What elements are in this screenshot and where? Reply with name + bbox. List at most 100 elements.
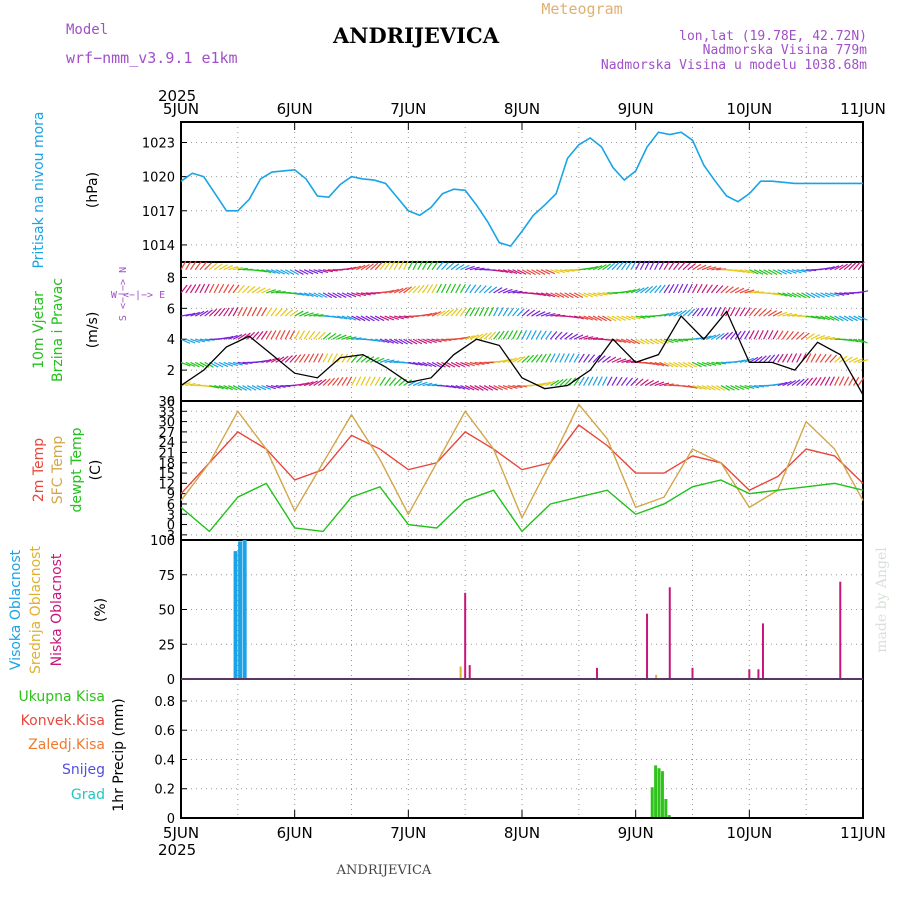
wind-arrow xyxy=(597,315,607,322)
wind-arrow xyxy=(322,332,332,340)
wind-arrow xyxy=(431,338,442,343)
wind-arrow xyxy=(706,361,717,366)
wind-arrow xyxy=(659,382,670,387)
wind-arrow xyxy=(474,361,485,365)
wind-arrow xyxy=(275,330,281,340)
wind-arrow xyxy=(592,264,603,271)
wind-arrow xyxy=(682,361,693,368)
wind-arrow xyxy=(180,260,187,271)
temp-unit: (C) xyxy=(88,460,104,481)
wind-arrow xyxy=(498,287,508,294)
wind-arrow xyxy=(687,263,697,271)
wind-arrow xyxy=(460,385,470,391)
cloud-ylabel-3: Niska Oblacnost xyxy=(49,553,65,666)
wind-arrow xyxy=(185,312,196,317)
wind-arrow xyxy=(341,315,352,321)
wind-arrow xyxy=(256,287,266,294)
pressure-ylabel: Pritisak na nivou mora xyxy=(31,111,47,268)
wind-arrow xyxy=(242,385,252,391)
wind-arrow xyxy=(483,385,494,391)
wind-arrow xyxy=(701,265,712,271)
wind-arrow xyxy=(777,269,787,275)
y-tick-label: 27 xyxy=(158,426,175,441)
wind-arrow xyxy=(303,292,314,297)
wind-arrow xyxy=(337,315,348,320)
temp-ylabel-3: dewpt Temp xyxy=(69,427,85,512)
wind-arrow xyxy=(346,376,353,386)
wind-arrow xyxy=(270,307,278,317)
wind-arrow xyxy=(588,337,599,340)
wind-arrow xyxy=(474,284,482,294)
wind-arrow xyxy=(445,262,455,271)
lonlat-label: lon,lat (19.78E, 42.72N) xyxy=(679,29,867,44)
wind-arrow xyxy=(190,338,201,343)
cloud-bar xyxy=(596,667,599,678)
wind-arrow xyxy=(592,354,601,363)
wind-arrow xyxy=(810,377,818,386)
wind-arrow xyxy=(251,331,260,340)
wind-arrow xyxy=(284,269,295,276)
wind-arrow xyxy=(261,384,272,390)
wind-arrow xyxy=(427,311,437,317)
wind-arrow xyxy=(232,307,239,317)
wind-arrow xyxy=(825,336,836,340)
wind-arrow xyxy=(606,315,617,322)
wind-arrow xyxy=(346,266,357,271)
wind-arrow xyxy=(710,306,717,317)
wind-arrow xyxy=(687,283,693,294)
wind-arrow xyxy=(498,269,509,274)
wind-arrow xyxy=(261,269,272,274)
wind-arrow xyxy=(512,384,523,389)
wind-arrow xyxy=(493,269,504,273)
wind-arrow xyxy=(725,385,735,391)
wind-arrow xyxy=(441,309,450,317)
wind-arrow xyxy=(346,315,357,321)
y-tick-label: 24 xyxy=(158,436,175,451)
wind-arrow xyxy=(195,338,206,343)
wind-arrow xyxy=(772,330,779,340)
wind-arrow xyxy=(441,262,449,271)
wind-speed-line xyxy=(180,310,864,396)
wind-arrow xyxy=(445,361,456,368)
wind-arrow xyxy=(313,353,319,363)
wind-arrow xyxy=(535,330,542,340)
altitude-label: Nadmorska Visina 779m xyxy=(703,43,868,58)
wind-arrow xyxy=(459,283,466,294)
wind-arrow xyxy=(488,286,498,294)
wind-arrow xyxy=(374,376,381,386)
wind-arrow xyxy=(516,330,523,340)
wind-arrow xyxy=(294,292,305,296)
y-tick-label: 0.8 xyxy=(154,695,175,710)
wind-arrow xyxy=(384,359,395,363)
wind-arrow xyxy=(858,338,868,344)
wind-arrow xyxy=(578,335,589,340)
wind-arrow xyxy=(535,311,546,317)
wind-arrow xyxy=(805,292,816,299)
wind-arrow xyxy=(341,353,349,363)
wind-arrow xyxy=(365,315,375,322)
wind-arrow xyxy=(521,355,530,363)
wind-arrow xyxy=(578,292,589,298)
wind-arrow xyxy=(213,263,223,271)
wind-arrow xyxy=(545,330,553,340)
y-tick-label: 1020 xyxy=(142,171,175,186)
wind-arrow xyxy=(341,376,348,386)
wind-arrow xyxy=(507,357,518,363)
wind-arrow xyxy=(606,262,616,271)
wind-arrow xyxy=(815,292,825,298)
wind-arrow xyxy=(427,338,437,344)
wind-arrow xyxy=(848,338,859,343)
wind-arrow xyxy=(436,310,446,317)
wind-arrow xyxy=(185,382,196,387)
bottom-year-label: 2025 xyxy=(158,841,196,859)
wind-arrow xyxy=(772,292,783,297)
wind-arrow xyxy=(829,376,835,386)
wind-arrow xyxy=(218,264,228,271)
wind-arrow xyxy=(725,331,734,340)
wind-arrow xyxy=(242,306,248,317)
wind-arrow xyxy=(327,332,337,340)
wind-arrow xyxy=(829,265,840,271)
wind-arrow xyxy=(682,283,689,294)
wind-arrow xyxy=(474,306,480,317)
wind-arrow xyxy=(237,385,247,391)
